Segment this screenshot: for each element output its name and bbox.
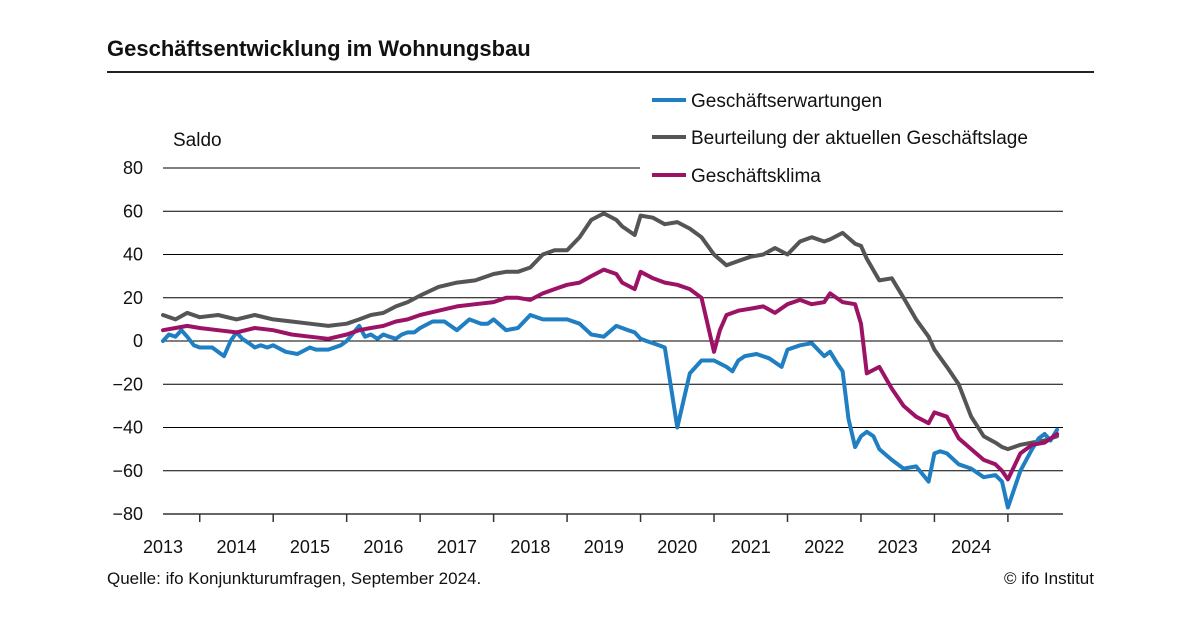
y-tick-label: −40	[112, 418, 143, 438]
x-tick-label: 2016	[363, 537, 403, 557]
y-tick-label: 40	[123, 245, 143, 265]
x-axis: 2013 2014 2015 2016 2017 2018 2019 2020 2021 2022…	[143, 513, 1063, 557]
copyright-note: © ifo Institut	[1003, 569, 1094, 588]
title-rule	[107, 71, 1094, 73]
y-tick-label: −20	[112, 374, 143, 394]
y-tick-label: 60	[123, 201, 143, 221]
y-axis-label: Saldo	[173, 130, 222, 151]
x-tick-label: 2013	[143, 537, 183, 557]
y-tick-labels: 80 60 40 20 0 −20 −40 −60 −80	[112, 158, 143, 524]
x-tick-label: 2017	[437, 537, 477, 557]
series-line	[161, 211, 1060, 452]
source-note: Quelle: ifo Konjunkturumfragen, Septembe…	[107, 569, 482, 588]
legend-label: Geschäftsklima	[691, 166, 821, 187]
x-tick-label: 2020	[657, 537, 697, 557]
y-tick-label: 80	[123, 158, 143, 178]
x-tick-label: 2014	[216, 537, 256, 557]
x-tick-label: 2023	[878, 537, 918, 557]
y-tick-label: 20	[123, 288, 143, 308]
y-tick-label: 0	[133, 331, 143, 351]
x-tick-label: 2021	[731, 537, 771, 557]
legend: Geschäftserwartungen Beurteilung der aktu…	[652, 91, 1028, 187]
grid-lines	[163, 167, 1063, 472]
x-tick-label: 2019	[584, 537, 624, 557]
series-lines	[161, 211, 1060, 510]
legend-label: Geschäftserwartungen	[691, 91, 882, 112]
series-line	[161, 267, 1060, 482]
legend-label: Beurteilung der aktuellen Geschäftslage	[691, 128, 1028, 149]
x-tick-label: 2024	[951, 537, 991, 557]
x-tick-label: 2015	[290, 537, 330, 557]
series-line	[161, 313, 1060, 510]
y-tick-label: −80	[112, 504, 143, 524]
x-tick-label: 2022	[804, 537, 844, 557]
chart-title: Geschäftsentwicklung im Wohnungsbau	[107, 36, 531, 61]
y-tick-label: −60	[112, 461, 143, 481]
x-tick-label: 2018	[510, 537, 550, 557]
